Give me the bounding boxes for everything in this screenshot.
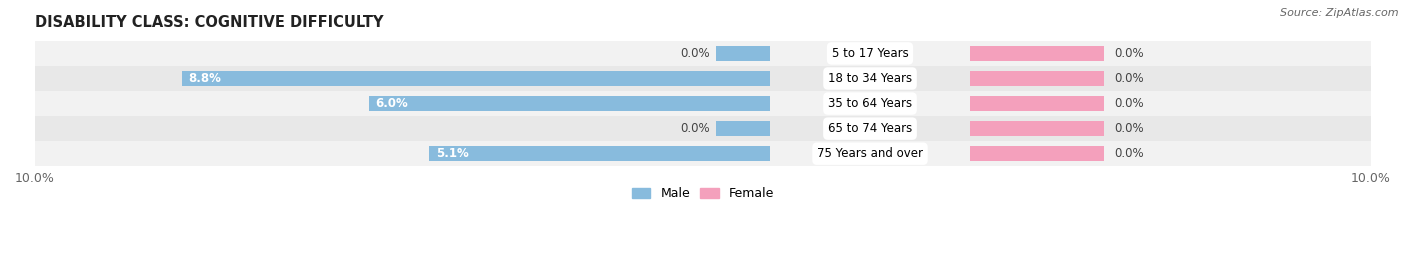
Text: 0.0%: 0.0%	[1114, 122, 1143, 135]
Bar	[717, 46, 770, 61]
Text: 5 to 17 Years: 5 to 17 Years	[831, 47, 908, 60]
Bar	[429, 146, 770, 161]
Bar	[35, 66, 1371, 91]
Text: 6.0%: 6.0%	[375, 97, 408, 110]
Bar	[970, 46, 1104, 61]
Bar	[181, 71, 770, 86]
Bar	[970, 71, 1104, 86]
Text: 65 to 74 Years: 65 to 74 Years	[828, 122, 912, 135]
Text: Source: ZipAtlas.com: Source: ZipAtlas.com	[1281, 8, 1399, 18]
Text: 0.0%: 0.0%	[1114, 72, 1143, 85]
Text: DISABILITY CLASS: COGNITIVE DIFFICULTY: DISABILITY CLASS: COGNITIVE DIFFICULTY	[35, 15, 384, 30]
Bar	[970, 121, 1104, 136]
Bar	[717, 121, 770, 136]
Bar	[35, 91, 1371, 116]
Text: 35 to 64 Years: 35 to 64 Years	[828, 97, 912, 110]
Bar	[368, 96, 770, 111]
Bar	[970, 146, 1104, 161]
Bar	[970, 96, 1104, 111]
Bar	[35, 116, 1371, 141]
Legend: Male, Female: Male, Female	[628, 183, 778, 204]
Text: 75 Years and over: 75 Years and over	[817, 147, 922, 160]
Text: 0.0%: 0.0%	[1114, 97, 1143, 110]
Text: 18 to 34 Years: 18 to 34 Years	[828, 72, 912, 85]
Text: 8.8%: 8.8%	[188, 72, 222, 85]
Text: 5.1%: 5.1%	[436, 147, 468, 160]
Text: 0.0%: 0.0%	[1114, 47, 1143, 60]
Bar	[35, 41, 1371, 66]
Text: 0.0%: 0.0%	[681, 122, 710, 135]
Text: 0.0%: 0.0%	[681, 47, 710, 60]
Bar	[35, 141, 1371, 166]
Text: 0.0%: 0.0%	[1114, 147, 1143, 160]
